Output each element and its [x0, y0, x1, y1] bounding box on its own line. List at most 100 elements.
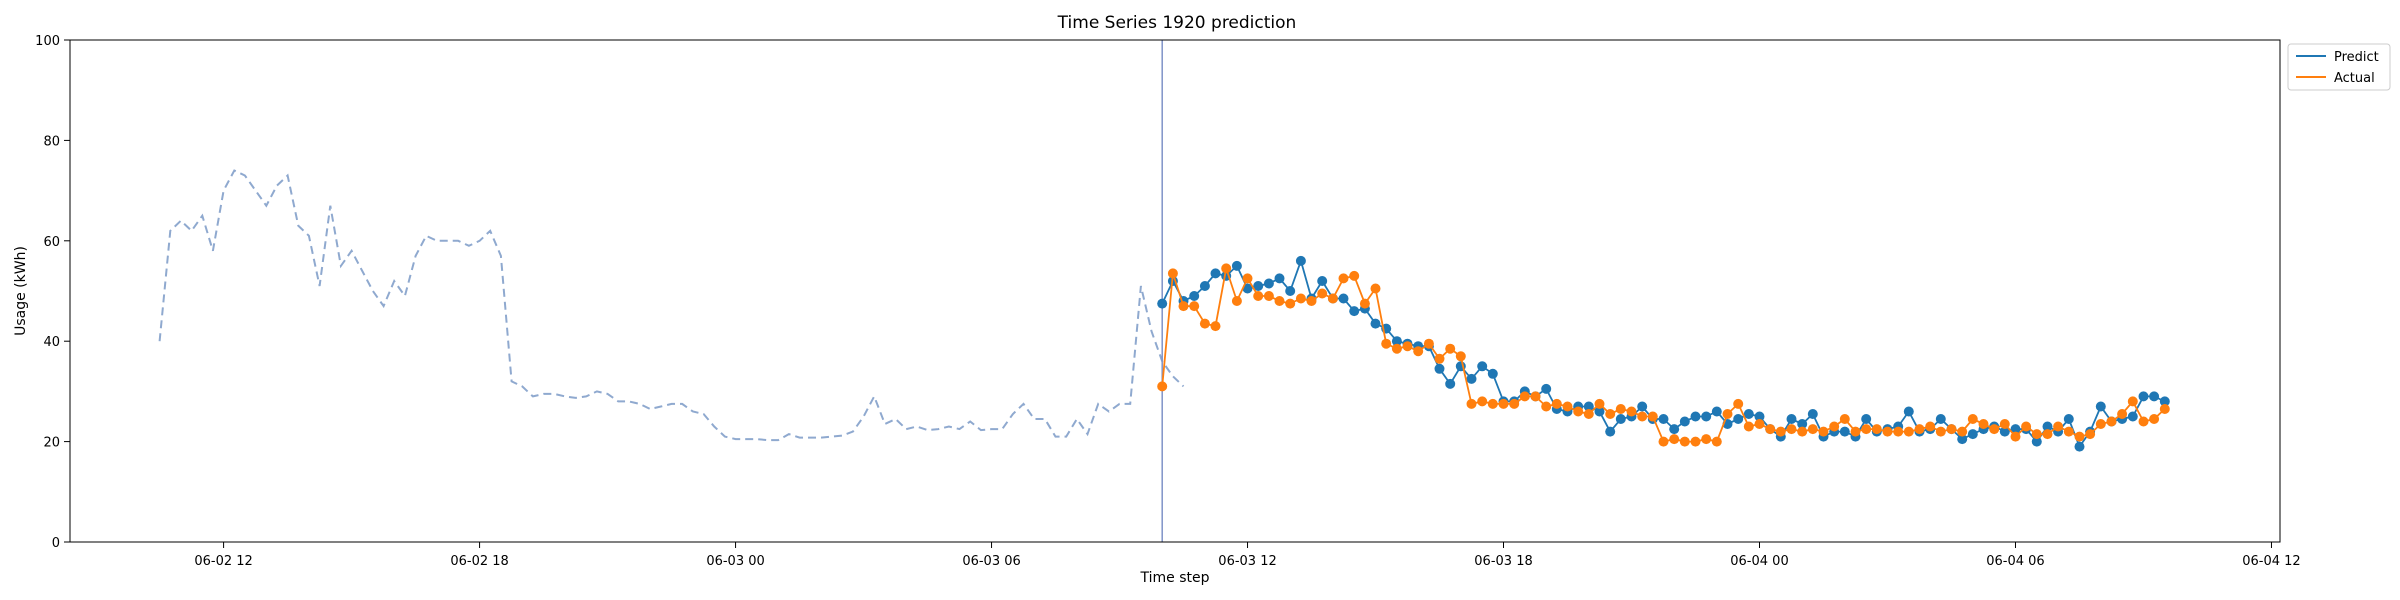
predict-data-point [1466, 373, 1477, 384]
actual-data-point [1466, 398, 1477, 409]
predict-data-point [1690, 411, 1701, 422]
actual-data-point [1573, 406, 1584, 417]
predict-data-point [1295, 255, 1306, 266]
axis-ticks: 0 20 40 60 80 100 06-02 12 06-02 18 06-03 00 06-0… [35, 34, 2301, 569]
actual-data-point [1263, 291, 1274, 301]
actual-data-point [1509, 398, 1520, 409]
y-tick-label: 60 [43, 235, 60, 250]
predict-data-point [1701, 411, 1712, 422]
actual-data-point [1381, 338, 1392, 349]
actual-data-point [1221, 263, 1232, 274]
actual-data-point [1455, 351, 1466, 362]
x-axis-label: Time step [1140, 570, 1210, 586]
actual-data-point [1402, 341, 1413, 352]
x-tick-label: 06-03 00 [706, 554, 764, 569]
predict-data-point [1434, 363, 1445, 374]
actual-data-point [1647, 411, 1658, 422]
predict-data-point [2010, 424, 2021, 435]
predict-data-point [1199, 281, 1210, 291]
predict-data-point [1615, 414, 1626, 424]
actual-data-point [1679, 436, 1690, 447]
predict-data-point [1797, 419, 1808, 429]
predict-data-point [2149, 391, 2160, 402]
actual-data-point [2085, 429, 2096, 440]
actual-data-point [1978, 419, 1989, 429]
legend-actual-label: Actual [2334, 71, 2375, 86]
actual-data-point [2031, 429, 2042, 440]
actual-data-point [1711, 436, 1722, 447]
actual-data-point [1317, 288, 1328, 299]
x-tick-label: 06-02 18 [450, 554, 508, 569]
actual-data-point [1893, 426, 1904, 437]
plot-area [158, 40, 2170, 542]
actual-data-point [1786, 424, 1797, 435]
predict-data-point [2127, 411, 2138, 422]
predict-data-point [2095, 401, 2106, 412]
actual-data-point [1754, 419, 1765, 429]
predict-data-point [2042, 421, 2053, 432]
actual-data-point [1615, 404, 1626, 414]
actual-data-point [1306, 296, 1317, 306]
predict-data-point [1786, 414, 1797, 424]
actual-data-point [2021, 421, 2032, 432]
y-tick-label: 80 [43, 134, 60, 149]
actual-data-point [1391, 343, 1402, 354]
predict-data-point [2031, 436, 2042, 447]
actual-data-point [1829, 421, 1840, 432]
predict-data-point [1370, 318, 1381, 329]
predict-data-point [1477, 361, 1488, 372]
actual-data-point [1775, 426, 1786, 437]
predict-data-point [1349, 306, 1360, 317]
actual-data-point [1274, 296, 1285, 306]
actual-data-point [1157, 381, 1168, 392]
actual-data-point [1253, 291, 1264, 301]
y-tick-label: 40 [43, 335, 60, 350]
predict-data-point [2138, 391, 2149, 402]
actual-data-point [1359, 298, 1370, 309]
predict-data-point [1242, 283, 1253, 294]
actual-data-point [2063, 426, 2074, 437]
legend-predict-label: Predict [2334, 50, 2379, 65]
actual-data-point [1583, 409, 1594, 419]
actual-data-point [1551, 398, 1562, 409]
x-tick-label: 06-04 06 [1986, 554, 2044, 569]
actual-data-point [1594, 398, 1605, 409]
y-tick-label: 0 [52, 536, 60, 551]
legend: Predict Actual [2287, 43, 2391, 91]
actual-data-point [1285, 298, 1296, 309]
actual-data-point [2117, 409, 2128, 419]
predict-data-point [1210, 268, 1221, 279]
predict-data-point [1967, 429, 1978, 440]
actual-data-point [1818, 426, 1829, 437]
actual-data-point [1434, 353, 1445, 364]
actual-data-point [2159, 404, 2170, 414]
x-tick-label: 06-03 12 [1218, 554, 1276, 569]
predict-data-point [1605, 426, 1616, 437]
predict-data-point [1733, 414, 1744, 424]
actual-data-point [1733, 398, 1744, 409]
actual-data-point [1477, 396, 1488, 407]
predict-data-point [1189, 291, 1200, 301]
predict-data-point [1679, 416, 1690, 427]
actual-data-point [1935, 426, 1946, 437]
actual-data-point [1242, 273, 1253, 284]
actual-data-point [1658, 436, 1669, 447]
predict-data-point [1253, 281, 1264, 291]
x-tick-label: 06-02 12 [194, 554, 252, 569]
actual-data-point [2127, 396, 2138, 407]
predict-data-point [1669, 424, 1680, 435]
actual-data-point [1701, 434, 1712, 445]
actual-data-point [1765, 424, 1776, 435]
actual-data-point [1210, 321, 1221, 332]
predict-data-point [1583, 401, 1594, 412]
actual-data-point [1637, 411, 1648, 422]
predict-data-point [1445, 378, 1456, 389]
x-tick-label: 06-04 00 [1730, 554, 1788, 569]
predict-data-point [1231, 260, 1242, 271]
predict-data-point [1317, 276, 1328, 286]
actual-data-point [1423, 338, 1434, 349]
actual-data-point [1519, 391, 1530, 402]
actual-data-point [2138, 416, 2149, 427]
predict-data-point [1957, 434, 1968, 445]
